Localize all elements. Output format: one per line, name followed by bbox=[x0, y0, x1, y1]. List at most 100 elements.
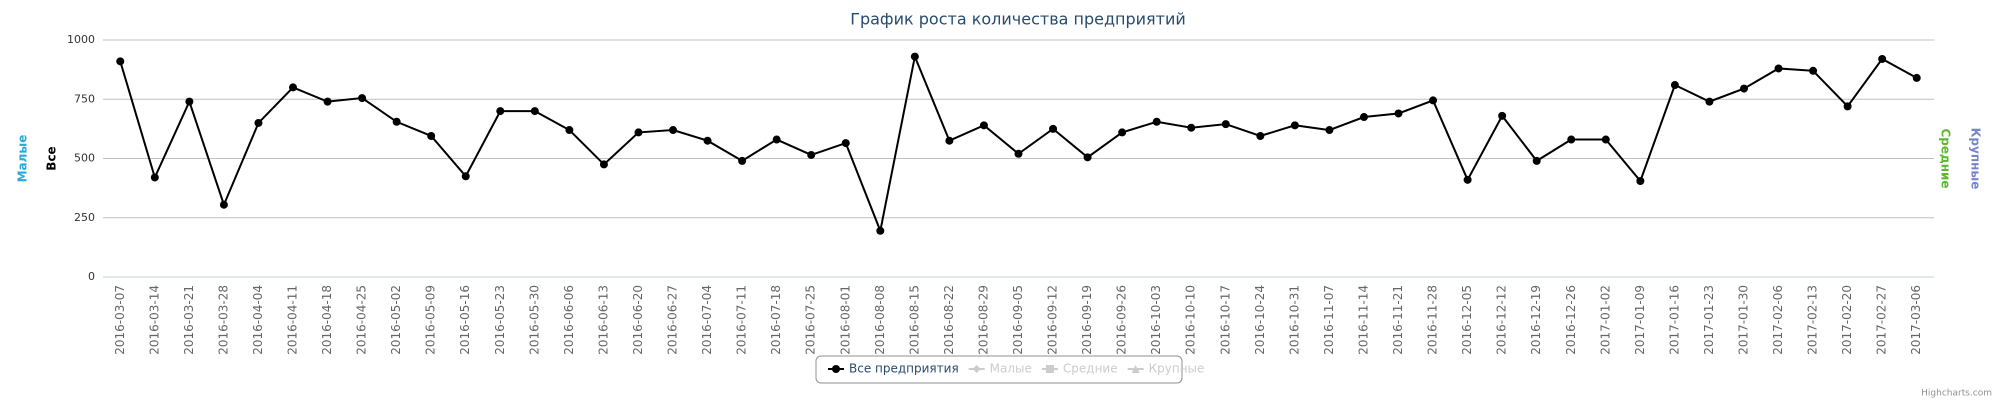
legend-item[interactable]: Крупные bbox=[1149, 362, 1205, 376]
x-tick-label: 2016-04-11 bbox=[286, 285, 300, 355]
point bbox=[1705, 97, 1714, 106]
point bbox=[1325, 126, 1334, 135]
x-tick-label: 2016-11-07 bbox=[1322, 285, 1336, 355]
x-tick-label: 2016-07-11 bbox=[735, 285, 749, 355]
point bbox=[910, 52, 919, 61]
legend-symbol bbox=[1131, 365, 1140, 373]
x-tick-label: 2016-08-29 bbox=[976, 285, 990, 355]
x-tick-label: 2017-03-06 bbox=[1909, 285, 1923, 355]
point bbox=[254, 118, 263, 127]
credits[interactable]: Highcharts.com bbox=[1921, 389, 1992, 399]
x-tick-label: 2016-05-30 bbox=[527, 285, 541, 355]
point bbox=[530, 107, 539, 116]
x-tick-label: 2016-09-05 bbox=[1011, 285, 1025, 355]
y-tick-label: 250 bbox=[74, 211, 95, 224]
legend-symbol bbox=[1045, 365, 1054, 373]
point bbox=[599, 160, 608, 169]
x-tick-label: 2017-01-02 bbox=[1598, 285, 1612, 355]
point bbox=[1152, 117, 1161, 126]
point bbox=[703, 136, 712, 145]
legend-item[interactable]: Малые bbox=[990, 362, 1032, 376]
x-tick-label: 2016-04-25 bbox=[355, 285, 369, 355]
point bbox=[1739, 84, 1748, 93]
legend-item[interactable]: Все предприятия bbox=[849, 362, 959, 376]
point bbox=[1498, 111, 1507, 120]
y-axis-title: Малые bbox=[16, 135, 30, 183]
point bbox=[185, 97, 194, 106]
x-tick-label: 2016-12-26 bbox=[1564, 285, 1578, 355]
x-tick-label: 2016-05-09 bbox=[424, 285, 438, 355]
point bbox=[945, 136, 954, 145]
point bbox=[1256, 131, 1265, 140]
x-tick-label: 2017-01-16 bbox=[1667, 285, 1681, 355]
chart-title: График роста количества предприятий bbox=[850, 10, 1186, 29]
x-tick-label: 2016-11-28 bbox=[1426, 285, 1440, 355]
x-tick-label: 2017-01-23 bbox=[1702, 285, 1716, 355]
point bbox=[1532, 156, 1541, 165]
x-tick-label: 2017-02-06 bbox=[1771, 285, 1785, 355]
point bbox=[807, 150, 816, 159]
point bbox=[1290, 121, 1299, 130]
point bbox=[1670, 81, 1679, 90]
x-tick-label: 2016-05-02 bbox=[389, 285, 403, 355]
point bbox=[841, 139, 850, 148]
point bbox=[1359, 113, 1368, 122]
point bbox=[772, 135, 781, 144]
x-tick-label: 2017-02-20 bbox=[1840, 285, 1854, 355]
point bbox=[1567, 135, 1576, 144]
x-tick-label: 2016-10-31 bbox=[1287, 285, 1301, 355]
x-tick-label: 2016-07-18 bbox=[769, 285, 783, 355]
x-tick-label: 2016-09-19 bbox=[1080, 285, 1094, 355]
y-tick-label: 500 bbox=[74, 152, 95, 165]
x-tick-label: 2016-10-24 bbox=[1253, 285, 1267, 355]
x-tick-label: 2016-10-10 bbox=[1184, 285, 1198, 355]
point bbox=[1187, 123, 1196, 132]
x-tick-label: 2016-10-17 bbox=[1218, 285, 1232, 355]
point bbox=[669, 126, 678, 135]
point bbox=[1463, 175, 1472, 184]
point bbox=[461, 172, 470, 181]
x-tick-label: 2016-12-19 bbox=[1529, 285, 1543, 355]
legend-item[interactable]: Средние bbox=[1063, 362, 1118, 376]
point bbox=[1221, 120, 1230, 129]
x-tick-label: 2016-07-04 bbox=[700, 285, 714, 355]
point bbox=[1014, 149, 1023, 158]
point bbox=[219, 200, 228, 209]
point bbox=[392, 117, 401, 126]
y-tick-label: 1000 bbox=[67, 33, 95, 46]
x-tick-label: 2016-06-20 bbox=[631, 285, 645, 355]
point bbox=[358, 94, 367, 103]
x-tick-label: 2016-05-23 bbox=[493, 285, 507, 355]
point bbox=[979, 121, 988, 130]
legend-symbol bbox=[832, 365, 840, 373]
y-axis-title: Средние bbox=[1939, 128, 1953, 188]
x-tick-label: 2016-04-04 bbox=[251, 285, 265, 355]
x-tick-label: 2016-09-12 bbox=[1046, 285, 1060, 355]
x-tick-label: 2016-06-27 bbox=[666, 285, 680, 355]
x-tick-label: 2016-03-14 bbox=[147, 285, 161, 355]
legend-box bbox=[815, 355, 1183, 384]
point bbox=[323, 97, 332, 106]
y-tick-label: 750 bbox=[74, 92, 95, 105]
x-tick-label: 2016-08-22 bbox=[942, 285, 956, 355]
point bbox=[1429, 96, 1438, 105]
x-tick-label: 2016-08-15 bbox=[907, 285, 921, 355]
point bbox=[565, 126, 574, 135]
x-tick-label: 2017-02-13 bbox=[1806, 285, 1820, 355]
point bbox=[1049, 124, 1058, 133]
x-tick-label: 2016-06-13 bbox=[596, 285, 610, 355]
x-tick-label: 2016-12-12 bbox=[1495, 285, 1509, 355]
x-tick-label: 2017-01-09 bbox=[1633, 285, 1647, 355]
x-tick-label: 2016-03-28 bbox=[216, 285, 230, 355]
x-tick-label: 2016-03-07 bbox=[113, 285, 127, 355]
x-tick-label: 2016-03-21 bbox=[182, 285, 196, 355]
point bbox=[1083, 153, 1092, 162]
y-tick-label: 0 bbox=[88, 270, 95, 283]
x-tick-label: 2016-05-16 bbox=[458, 285, 472, 355]
x-tick-label: 2016-06-06 bbox=[562, 285, 576, 355]
x-tick-label: 2016-08-01 bbox=[838, 285, 852, 355]
point bbox=[1118, 128, 1127, 137]
series-line bbox=[119, 53, 1918, 235]
x-tick-label: 2016-08-08 bbox=[873, 285, 887, 355]
